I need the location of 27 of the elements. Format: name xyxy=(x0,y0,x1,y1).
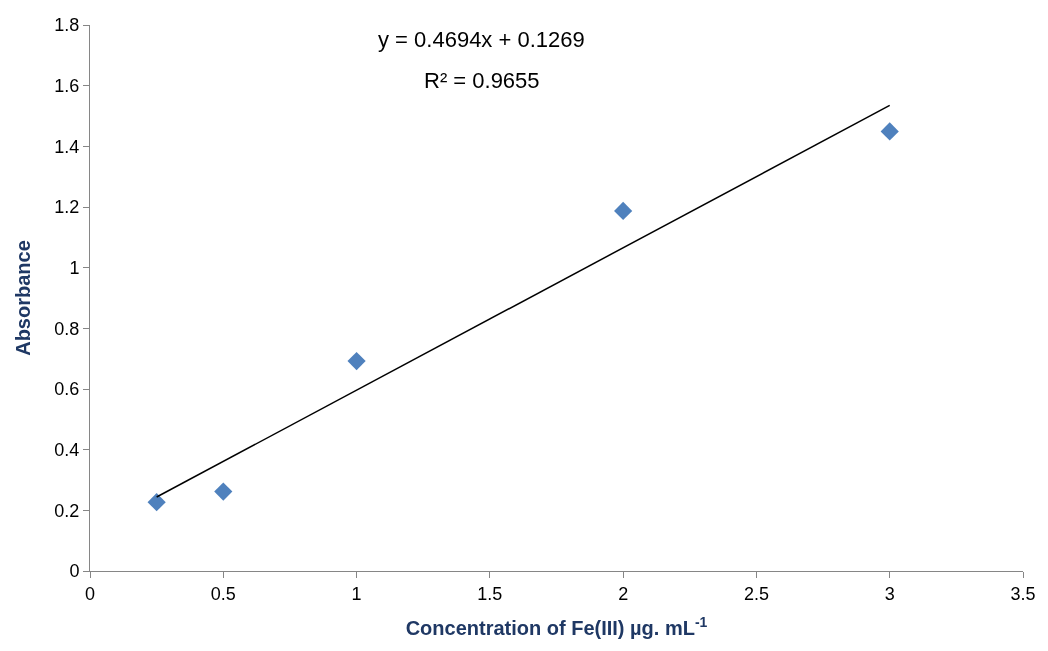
y-tick-label: 1.8 xyxy=(54,15,80,36)
y-tick-label: 0.8 xyxy=(54,318,80,339)
y-tick-label: 0.4 xyxy=(54,439,80,460)
x-tick-label: 0.5 xyxy=(210,583,236,604)
point xyxy=(214,482,233,501)
x-tick-label: 3.5 xyxy=(1010,583,1036,604)
y-tick-label: 0 xyxy=(69,561,80,582)
x-tick-label: 2 xyxy=(618,583,629,604)
x-tick-label: 2.5 xyxy=(743,583,769,604)
x-axis-title: Concentration of Fe(III) µg. mL$^{-1}$ xyxy=(405,613,708,640)
y-tick-label: 1.2 xyxy=(54,197,80,218)
point xyxy=(880,122,899,141)
annotation: R² = 0.9655 xyxy=(424,68,540,93)
point xyxy=(347,351,366,371)
y-axis-title: Absorbance xyxy=(11,240,34,356)
x-tick-label: 0 xyxy=(84,583,96,604)
x-tick-label: 1 xyxy=(351,583,362,604)
point xyxy=(614,201,633,221)
y-tick-label: 1 xyxy=(69,257,80,278)
x-tick-label: 1.5 xyxy=(477,583,503,604)
annotation: y = 0.4694x + 0.1269 xyxy=(378,27,585,52)
x-tick-label: 3 xyxy=(884,583,895,604)
y-tick-label: 0.6 xyxy=(54,379,80,400)
point xyxy=(147,493,166,512)
y-tick-label: 1.4 xyxy=(54,136,80,157)
y-tick-label: 0.2 xyxy=(54,500,80,521)
y-tick-label: 1.6 xyxy=(54,75,80,96)
